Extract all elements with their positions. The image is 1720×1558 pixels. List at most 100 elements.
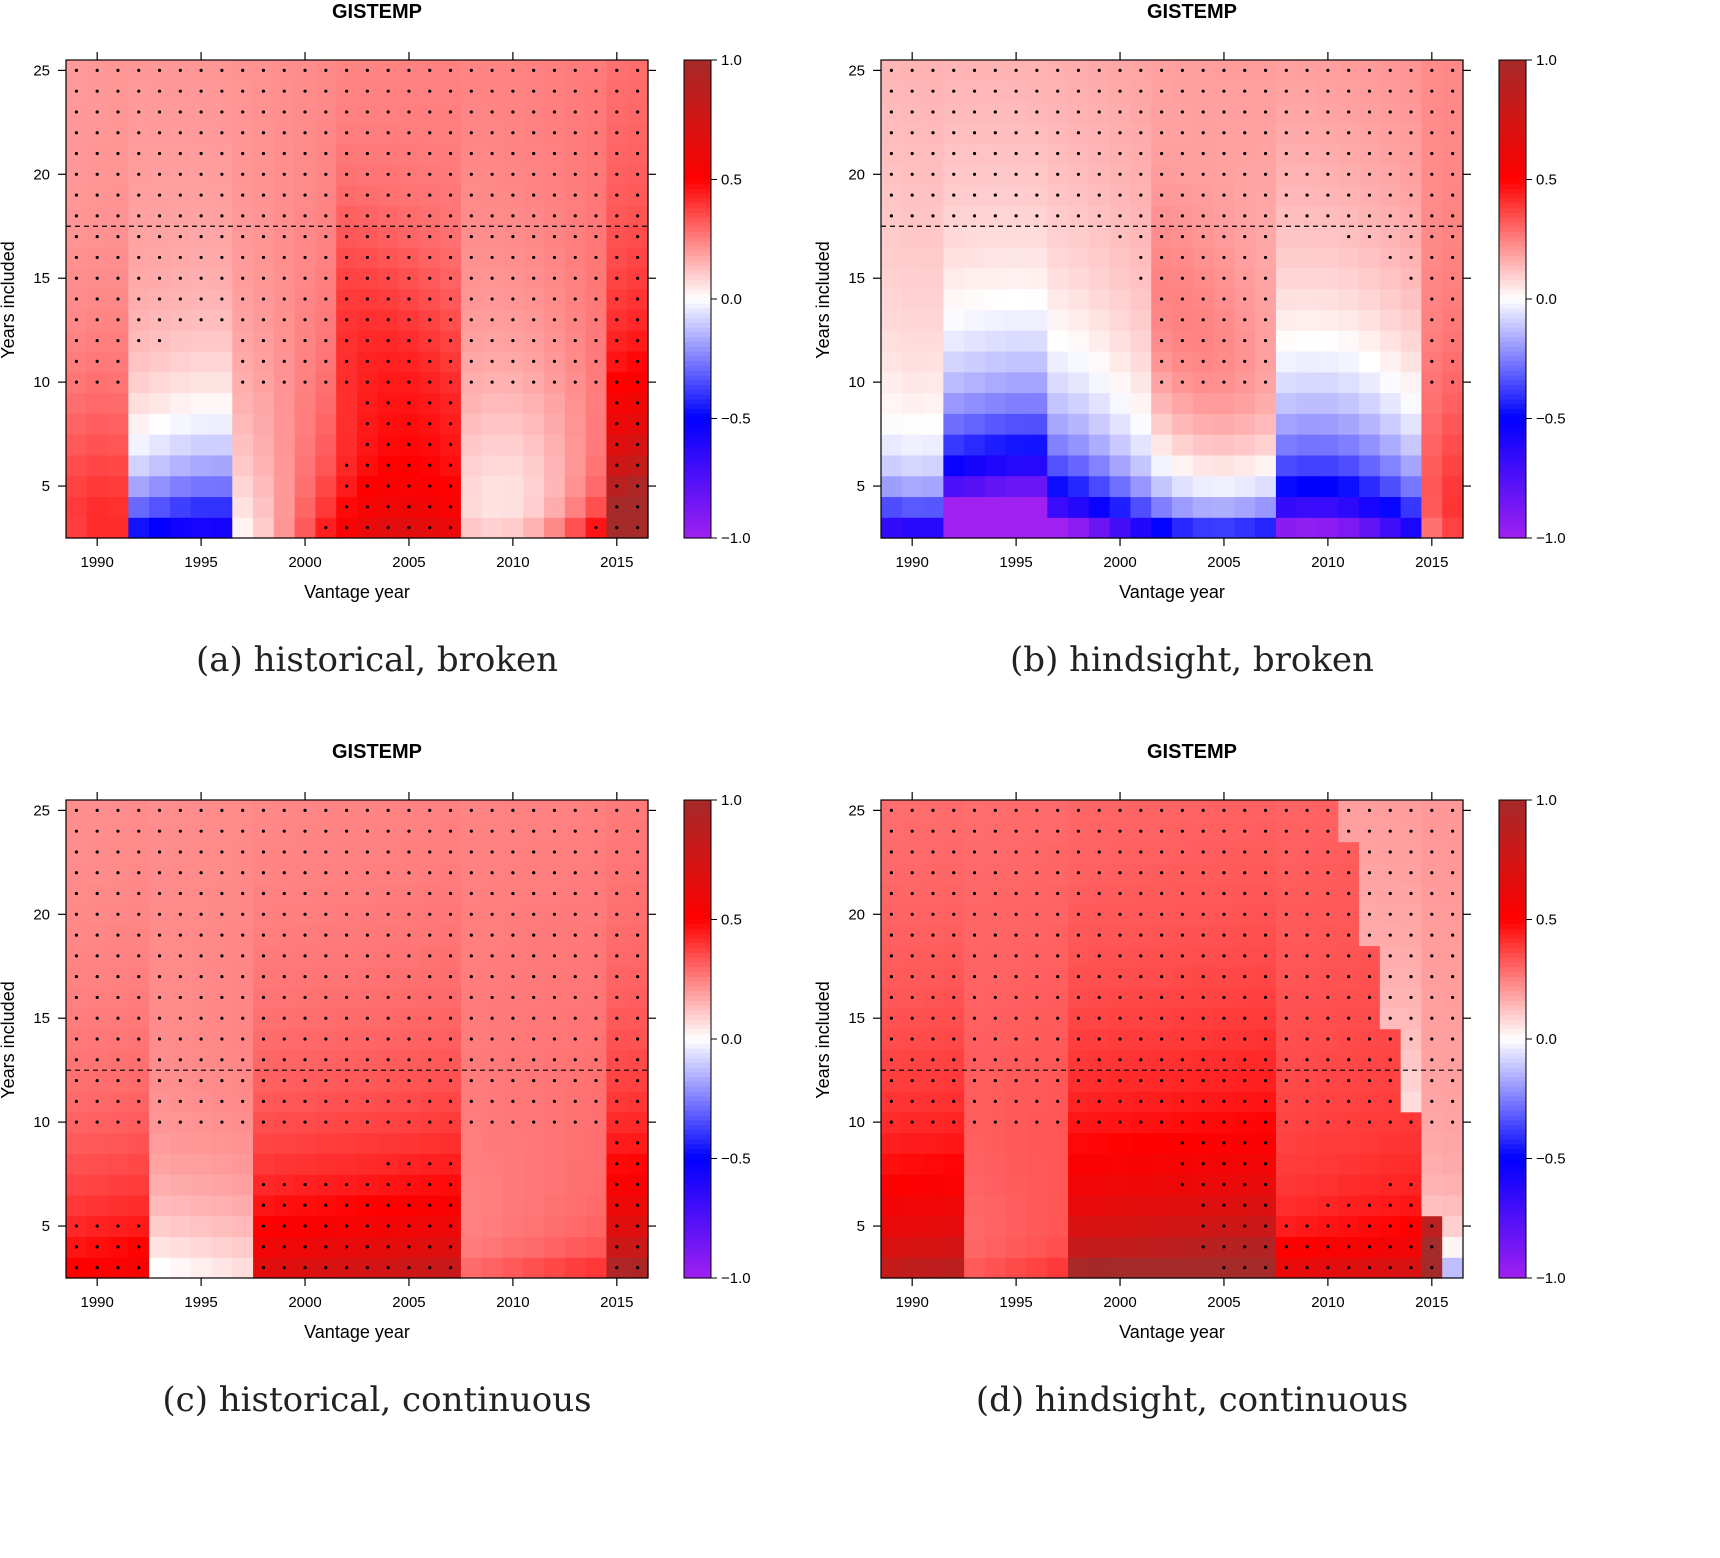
- significance-dot: [116, 214, 120, 218]
- heatmap-cell: [1026, 392, 1048, 414]
- heatmap-cell: [1442, 434, 1464, 456]
- colorbar-segment: [684, 408, 711, 415]
- significance-dot: [511, 808, 515, 812]
- significance-dot: [615, 131, 619, 135]
- significance-dot: [407, 401, 411, 405]
- heatmap-cell: [1172, 475, 1194, 498]
- significance-dot: [1222, 1266, 1226, 1270]
- significance-dot: [386, 338, 390, 343]
- significance-dot: [1347, 975, 1351, 979]
- significance-dot: [1201, 338, 1205, 343]
- colorbar-segment: [1499, 1034, 1526, 1040]
- heatmap-cell: [544, 1236, 566, 1258]
- colorbar-segment: [684, 466, 711, 472]
- colorbar-segment: [1499, 1053, 1526, 1059]
- significance-dot: [137, 954, 141, 958]
- significance-dot: [428, 214, 432, 218]
- heatmap-cell: [1026, 1257, 1048, 1279]
- significance-dot: [1118, 995, 1122, 1000]
- significance-dot: [1014, 912, 1018, 916]
- colorbar-segment: [684, 981, 711, 988]
- significance-dot: [952, 172, 956, 176]
- significance-dot: [448, 1245, 453, 1249]
- significance-dot: [1180, 193, 1184, 197]
- colorbar-segment: [684, 823, 711, 830]
- heatmap-cell: [1026, 1132, 1048, 1154]
- significance-dot: [345, 1078, 349, 1083]
- heatmap-cell: [1047, 350, 1069, 373]
- colorbar-segment: [684, 107, 711, 114]
- significance-dot: [428, 1037, 432, 1041]
- significance-dot: [636, 1099, 640, 1103]
- significance-dot: [1243, 214, 1247, 218]
- significance-dot: [532, 808, 536, 812]
- heatmap-cell: [253, 413, 275, 435]
- heatmap-cell: [1359, 454, 1381, 477]
- significance-dot: [1160, 151, 1164, 156]
- y-axis-label: Years included: [0, 981, 18, 1098]
- heatmap-cell: [901, 1215, 924, 1238]
- significance-dot: [910, 850, 914, 854]
- significance-dot: [532, 89, 536, 93]
- heatmap-cell: [922, 1257, 944, 1279]
- heatmap-cell: [984, 1236, 1007, 1258]
- heatmap-cell: [585, 454, 608, 477]
- significance-dot: [1388, 1245, 1392, 1249]
- heatmap-cell: [1068, 454, 1090, 477]
- significance-dot: [116, 318, 120, 322]
- x-axis-label: Vantage year: [304, 582, 410, 602]
- significance-dot: [1201, 214, 1205, 218]
- heatmap-cell: [149, 1174, 171, 1196]
- significance-dot: [1263, 235, 1268, 239]
- significance-dot: [199, 1037, 203, 1041]
- significance-dot: [448, 933, 453, 937]
- heatmap-cell: [943, 413, 965, 435]
- colorbar-segment: [1499, 198, 1526, 204]
- heatmap-cell: [564, 454, 587, 477]
- heatmap-cell: [943, 1153, 965, 1175]
- colorbar-segment: [1499, 957, 1526, 964]
- significance-dot: [511, 338, 515, 343]
- significance-dot: [1097, 995, 1101, 1000]
- significance-dot: [532, 1037, 536, 1041]
- significance-dot: [1388, 214, 1392, 218]
- heatmap-cell: [1047, 1153, 1069, 1175]
- significance-dot: [261, 276, 266, 280]
- heatmap-cell: [544, 454, 566, 477]
- heatmap-cell: [66, 1153, 88, 1175]
- significance-dot: [1222, 151, 1226, 156]
- colorbar-tick-label: 0.0: [721, 1031, 742, 1048]
- significance-dot: [573, 255, 577, 260]
- significance-dot: [74, 1016, 78, 1020]
- significance-dot: [428, 338, 432, 343]
- significance-dot: [1263, 1016, 1268, 1020]
- heatmap-cell: [1172, 434, 1194, 456]
- significance-dot: [1347, 151, 1351, 156]
- colorbar-segment: [1499, 1163, 1526, 1169]
- significance-dot: [1201, 891, 1205, 896]
- significance-dot: [1222, 235, 1226, 239]
- significance-dot: [552, 1099, 557, 1103]
- heatmap-cell: [922, 309, 944, 331]
- heatmap-cell: [190, 434, 213, 456]
- significance-dot: [993, 214, 997, 218]
- significance-dot: [594, 1120, 598, 1124]
- significance-dot: [1180, 1141, 1184, 1145]
- significance-dot: [1035, 110, 1039, 114]
- significance-dot: [552, 850, 557, 854]
- significance-dot: [303, 151, 307, 156]
- significance-dot: [889, 995, 893, 1000]
- significance-dot: [74, 829, 78, 833]
- significance-dot: [511, 276, 515, 280]
- significance-dot: [594, 1099, 598, 1103]
- heatmap-panel-3: 1990 1995 2000 2005 2010 2015510152025GISTEMP…: [0, 741, 751, 1420]
- significance-dot: [1035, 933, 1039, 937]
- heatmap-cell: [585, 1236, 608, 1258]
- heatmap-cell: [1047, 1215, 1069, 1238]
- heatmap-cell: [901, 496, 924, 518]
- significance-dot: [511, 975, 515, 979]
- colorbar-segment: [684, 1086, 711, 1093]
- heatmap-cell: [922, 475, 944, 498]
- heatmap-cell: [1130, 1132, 1152, 1154]
- colorbar-segment: [684, 318, 711, 324]
